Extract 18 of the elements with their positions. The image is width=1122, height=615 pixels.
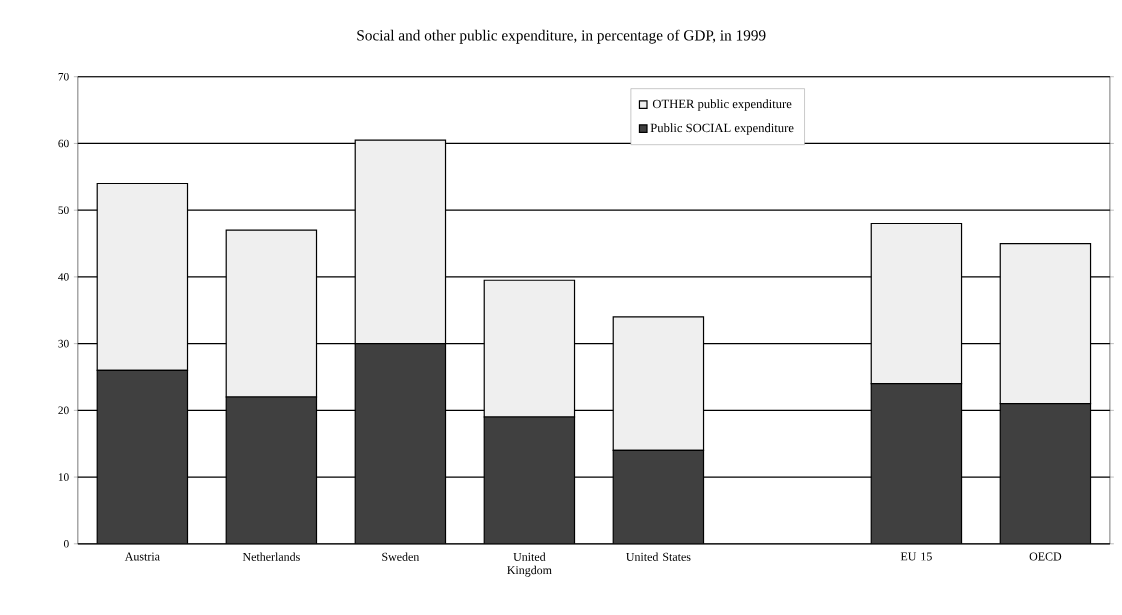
- y-tick-label: 60: [58, 139, 69, 148]
- x-tick-label: United States: [626, 552, 691, 561]
- x-tick-label: OECD: [1029, 552, 1062, 561]
- y-tick-label: 0: [63, 540, 69, 548]
- x-tick-label: United Kingdom: [507, 552, 552, 577]
- y-tick-label: 50: [58, 206, 69, 215]
- y-tick-label: 20: [58, 406, 69, 415]
- y-tick-label: 30: [58, 339, 69, 348]
- x-tick-label: Netherlands: [242, 552, 300, 561]
- y-tick-label: 40: [58, 273, 69, 281]
- x-tick-label: Austria: [124, 552, 160, 561]
- legend-label: OTHER public expenditure: [652, 99, 792, 111]
- x-tick-label: EU 15: [900, 552, 932, 561]
- legend-label: Public SOCIAL expenditure: [650, 123, 794, 135]
- y-tick-label: 10: [58, 473, 69, 481]
- y-tick-label: 70: [58, 73, 69, 81]
- x-tick-label: Sweden: [382, 552, 420, 561]
- chart-title: Social and other public expenditure, in percentage of GDP, in 1999: [357, 29, 766, 44]
